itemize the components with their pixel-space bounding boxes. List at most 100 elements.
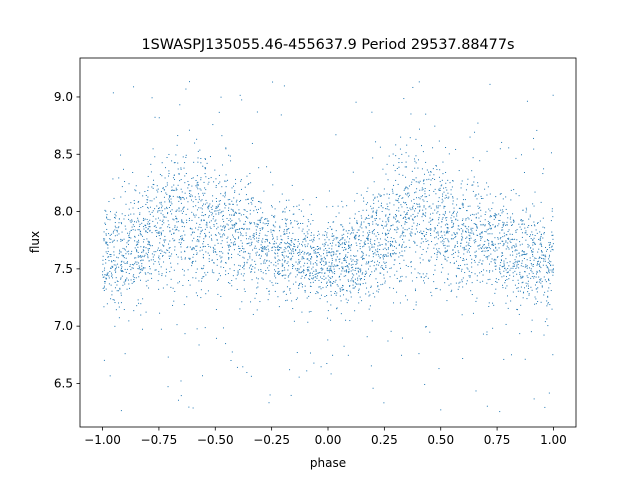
scatter-point [235,231,237,233]
scatter-point [133,213,135,215]
scatter-point [516,264,518,266]
scatter-point [162,255,163,257]
scatter-point [168,153,170,155]
x-tick-label: −0.25 [253,433,290,447]
scatter-point [540,234,542,236]
scatter-point [218,111,220,113]
scatter-point [320,294,322,296]
scatter-point [484,250,486,252]
scatter-point [183,222,185,224]
scatter-point [514,262,516,264]
scatter-point [182,238,184,240]
scatter-point [296,252,298,254]
scatter-point [143,267,145,269]
scatter-point [376,211,378,213]
scatter-point [410,113,412,115]
scatter-point [268,220,270,222]
scatter-point [168,207,170,209]
y-tick-label: 8.0 [54,205,73,219]
scatter-point [173,162,175,164]
scatter-point [103,269,105,271]
scatter-point [228,209,230,211]
scatter-point [440,253,442,255]
scatter-point [346,265,348,267]
scatter-point [358,302,360,304]
scatter-point [113,216,115,218]
scatter-point [402,217,404,219]
scatter-point [321,257,323,259]
scatter-point [371,231,373,233]
scatter-point [471,294,473,296]
scatter-point [475,194,477,196]
scatter-point [435,165,437,167]
scatter-point [307,266,309,268]
scatter-point [372,223,374,225]
scatter-point [292,248,294,250]
scatter-point [477,122,479,124]
scatter-point [259,257,261,259]
scatter-point [551,234,553,236]
scatter-point [225,180,227,182]
scatter-point [122,284,124,286]
scatter-point [292,232,294,234]
scatter-point [105,288,107,290]
scatter-point [343,275,345,277]
scatter-point [332,240,334,242]
scatter-point [310,261,312,263]
scatter-point [359,283,361,285]
scatter-point [321,267,323,269]
scatter-point [118,226,120,228]
scatter-point [345,243,346,245]
scatter-point [149,206,151,208]
scatter-point [368,308,370,310]
scatter-point [537,263,539,265]
scatter-point [278,230,280,232]
scatter-point [113,299,115,301]
scatter-point [516,273,518,275]
scatter-point [160,328,162,330]
scatter-point [365,203,367,205]
scatter-point [484,240,486,242]
scatter-point [357,267,359,269]
scatter-point [148,226,150,228]
scatter-point [279,225,281,227]
scatter-point [366,287,368,289]
scatter-point [422,180,424,182]
scatter-point [461,235,463,237]
scatter-point [445,182,447,184]
scatter-point [430,171,432,173]
scatter-point [160,227,162,229]
scatter-point [393,216,395,218]
scatter-point [452,224,454,226]
scatter-point [446,189,448,191]
scatter-point [384,254,386,256]
scatter-point [274,215,276,217]
scatter-point [162,230,164,232]
scatter-point [169,196,171,197]
scatter-point [307,252,309,254]
scatter-point [156,185,158,187]
scatter-point [134,221,136,223]
scatter-point [116,231,118,233]
scatter-point [428,206,430,208]
scatter-point [204,327,206,329]
scatter-point [113,251,115,253]
scatter-point [239,201,241,203]
scatter-point [236,199,238,201]
scatter-point [286,299,288,301]
scatter-point [137,299,139,301]
scatter-point [360,224,362,226]
scatter-point [279,259,281,261]
scatter-point [155,269,157,271]
scatter-point [358,211,360,213]
scatter-point [356,222,358,224]
scatter-point [244,223,246,225]
scatter-point [172,189,174,191]
scatter-point [422,248,424,250]
scatter-point [243,248,245,250]
scatter-point [310,245,311,247]
scatter-point [461,223,463,225]
scatter-point [232,209,234,211]
scatter-point [410,272,412,274]
scatter-point [510,189,512,191]
